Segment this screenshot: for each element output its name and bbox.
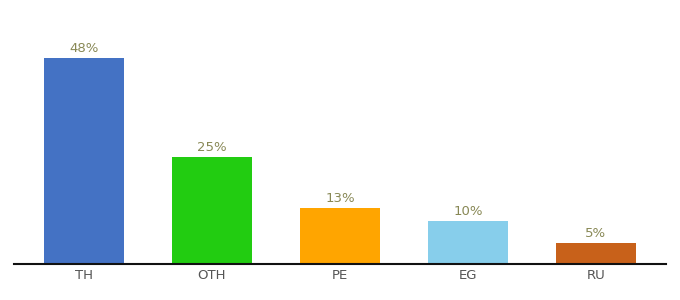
Bar: [556, 243, 636, 264]
Text: 25%: 25%: [197, 141, 227, 154]
Text: 13%: 13%: [325, 192, 355, 205]
Bar: [428, 221, 508, 264]
Bar: [44, 58, 124, 264]
Bar: [301, 208, 379, 264]
Bar: [172, 157, 252, 264]
Text: 10%: 10%: [454, 205, 483, 218]
Text: 5%: 5%: [585, 226, 607, 240]
Text: 48%: 48%: [69, 42, 99, 55]
